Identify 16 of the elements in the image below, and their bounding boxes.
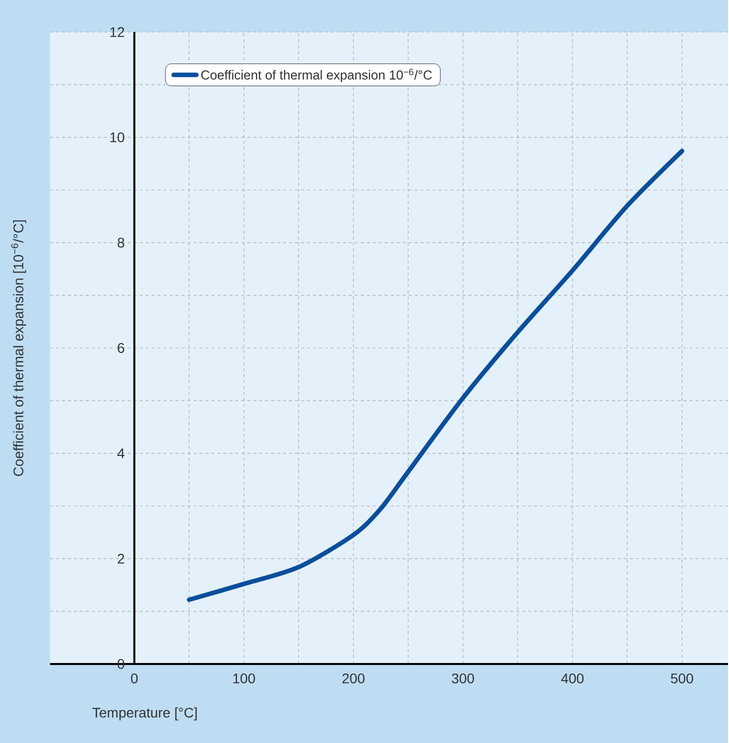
x-axis-title: Temperature [°C] bbox=[92, 707, 197, 720]
line-series bbox=[186, 148, 684, 602]
y-tick-label: 12 bbox=[110, 27, 124, 37]
y-tick-label: 6 bbox=[118, 343, 124, 353]
x-tick-label: 200 bbox=[342, 673, 364, 684]
x-tick-label: 400 bbox=[561, 673, 584, 684]
x-tick-label: 0 bbox=[131, 673, 138, 684]
y-tick-label: 2 bbox=[118, 554, 124, 564]
y-tick-label: 8 bbox=[118, 238, 124, 248]
y-axis-title: Coefficient of thermal expansion [10$^{−6}$/°C] bbox=[11, 220, 26, 476]
x-tick-label: 300 bbox=[452, 673, 474, 684]
y-tick-label: 4 bbox=[117, 448, 124, 458]
y-tick-label: 10 bbox=[110, 132, 124, 142]
x-tick-label: 100 bbox=[233, 673, 255, 684]
x-tick-label: 500 bbox=[670, 673, 694, 684]
legend-label: Coefficient of thermal expansion 10$^{−6}$/°C bbox=[201, 68, 432, 82]
